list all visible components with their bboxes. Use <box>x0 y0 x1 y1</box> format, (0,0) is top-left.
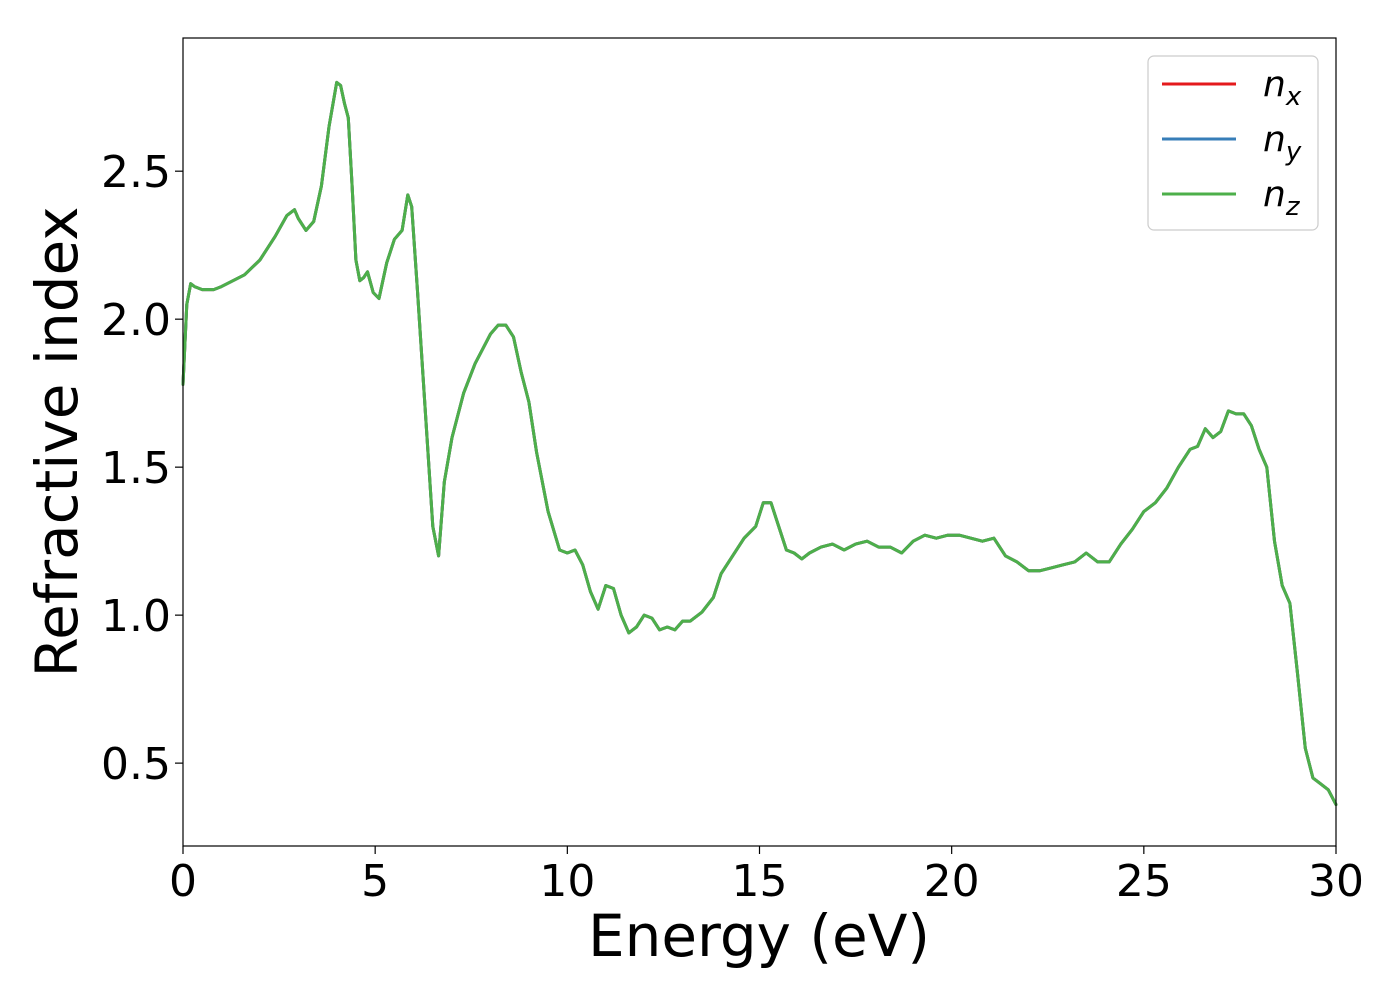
y-axis-title: Refractive index <box>23 206 91 677</box>
legend: nx ny nz <box>1147 55 1319 231</box>
legend-label-y: ny <box>1263 119 1302 167</box>
legend-label-z: nz <box>1263 174 1301 222</box>
series-line-n_z <box>181 80 1338 807</box>
x-tick-label: 15 <box>732 856 788 907</box>
y-tick-label: 1.0 <box>101 591 171 642</box>
x-axis-title: Energy (eV) <box>588 902 930 970</box>
x-tick-label: 0 <box>169 856 197 907</box>
legend-box <box>1147 55 1319 231</box>
y-axis-ticks: 0.5 1.0 1.5 2.0 2.5 <box>101 147 183 790</box>
x-tick-label: 20 <box>924 856 980 907</box>
series-layer <box>181 80 1338 807</box>
x-tick-label: 5 <box>361 856 389 907</box>
x-tick-label: 10 <box>539 856 595 907</box>
y-tick-label: 1.5 <box>101 443 171 494</box>
y-tick-label: 2.5 <box>101 147 171 198</box>
legend-label-x: nx <box>1263 64 1302 112</box>
y-tick-label: 2.0 <box>101 295 171 346</box>
x-tick-label: 30 <box>1308 856 1364 907</box>
x-axis-ticks: 0 5 10 15 20 25 30 <box>169 846 1364 907</box>
y-tick-label: 0.5 <box>101 739 171 790</box>
x-tick-label: 25 <box>1116 856 1172 907</box>
